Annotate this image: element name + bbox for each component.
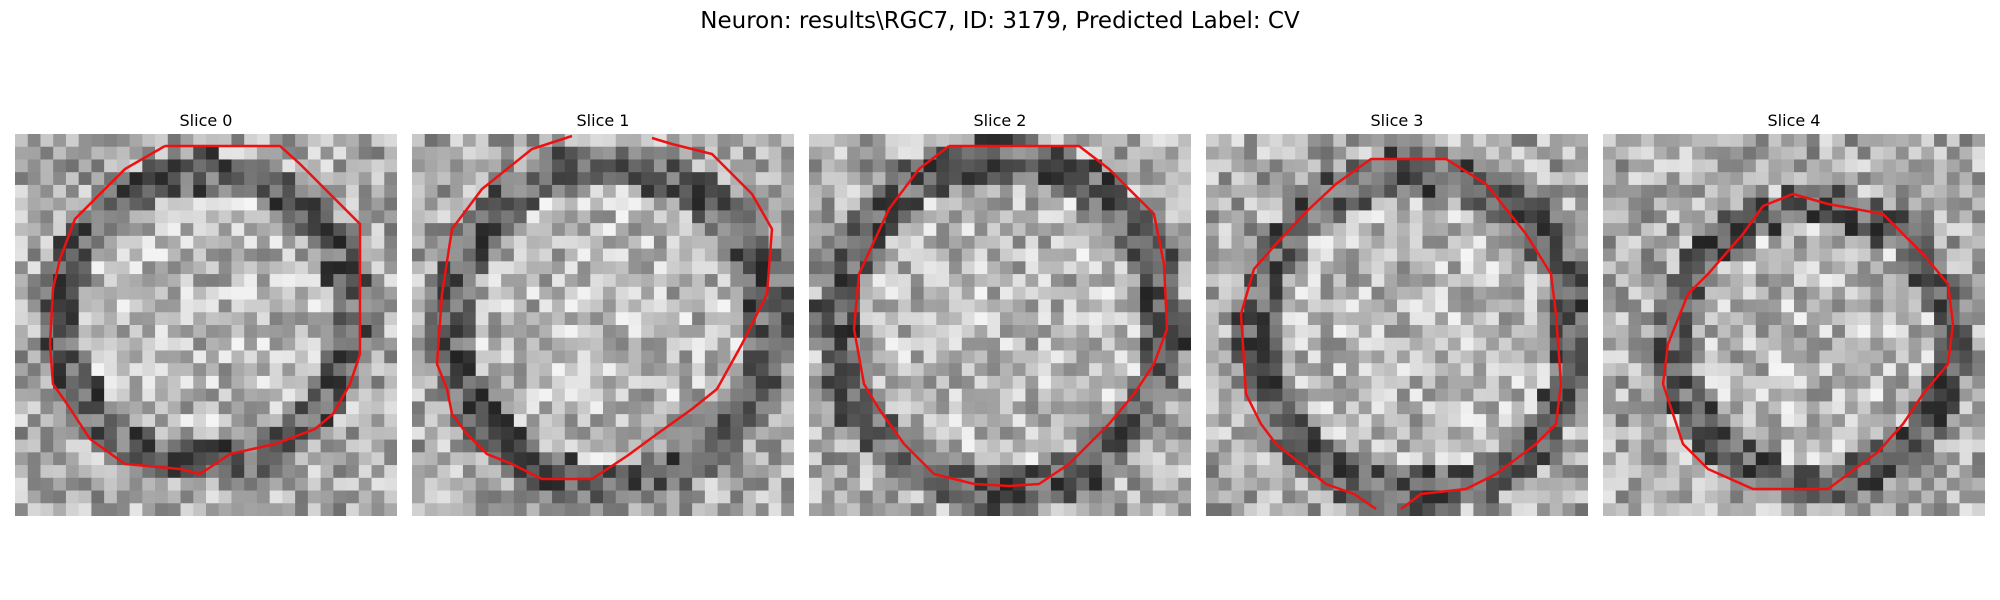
slice-panel-4: Slice 4 (1603, 108, 1985, 516)
grayscale-image (1206, 134, 1588, 516)
slice-panel-1: Slice 1 (412, 108, 794, 516)
slice-title-1: Slice 1 (576, 111, 630, 130)
slice-image-4 (1603, 134, 1985, 516)
red-contour (435, 134, 774, 481)
slice-image-0 (15, 134, 397, 516)
slice-title-4: Slice 4 (1767, 111, 1821, 130)
slice-panel-0: Slice 0 (15, 108, 397, 516)
grayscale-image (1603, 134, 1985, 516)
slice-panel-3: Slice 3 (1206, 108, 1588, 516)
red-contour (48, 144, 362, 476)
slice-title-2: Slice 2 (973, 111, 1027, 130)
figure-title: Neuron: results\RGC7, ID: 3179, Predicte… (700, 8, 1300, 34)
grayscale-image (15, 134, 397, 516)
slice-panel-2: Slice 2 (809, 108, 1191, 516)
red-contour (1239, 157, 1563, 511)
red-contour (852, 144, 1169, 488)
grayscale-image (809, 134, 1191, 516)
slice-title-3: Slice 3 (1370, 111, 1424, 130)
slice-image-1 (412, 134, 794, 516)
grayscale-image (412, 134, 794, 516)
slice-image-2 (809, 134, 1191, 516)
red-contour (1661, 192, 1955, 491)
slice-title-0: Slice 0 (179, 111, 233, 130)
slice-image-3 (1206, 134, 1588, 516)
